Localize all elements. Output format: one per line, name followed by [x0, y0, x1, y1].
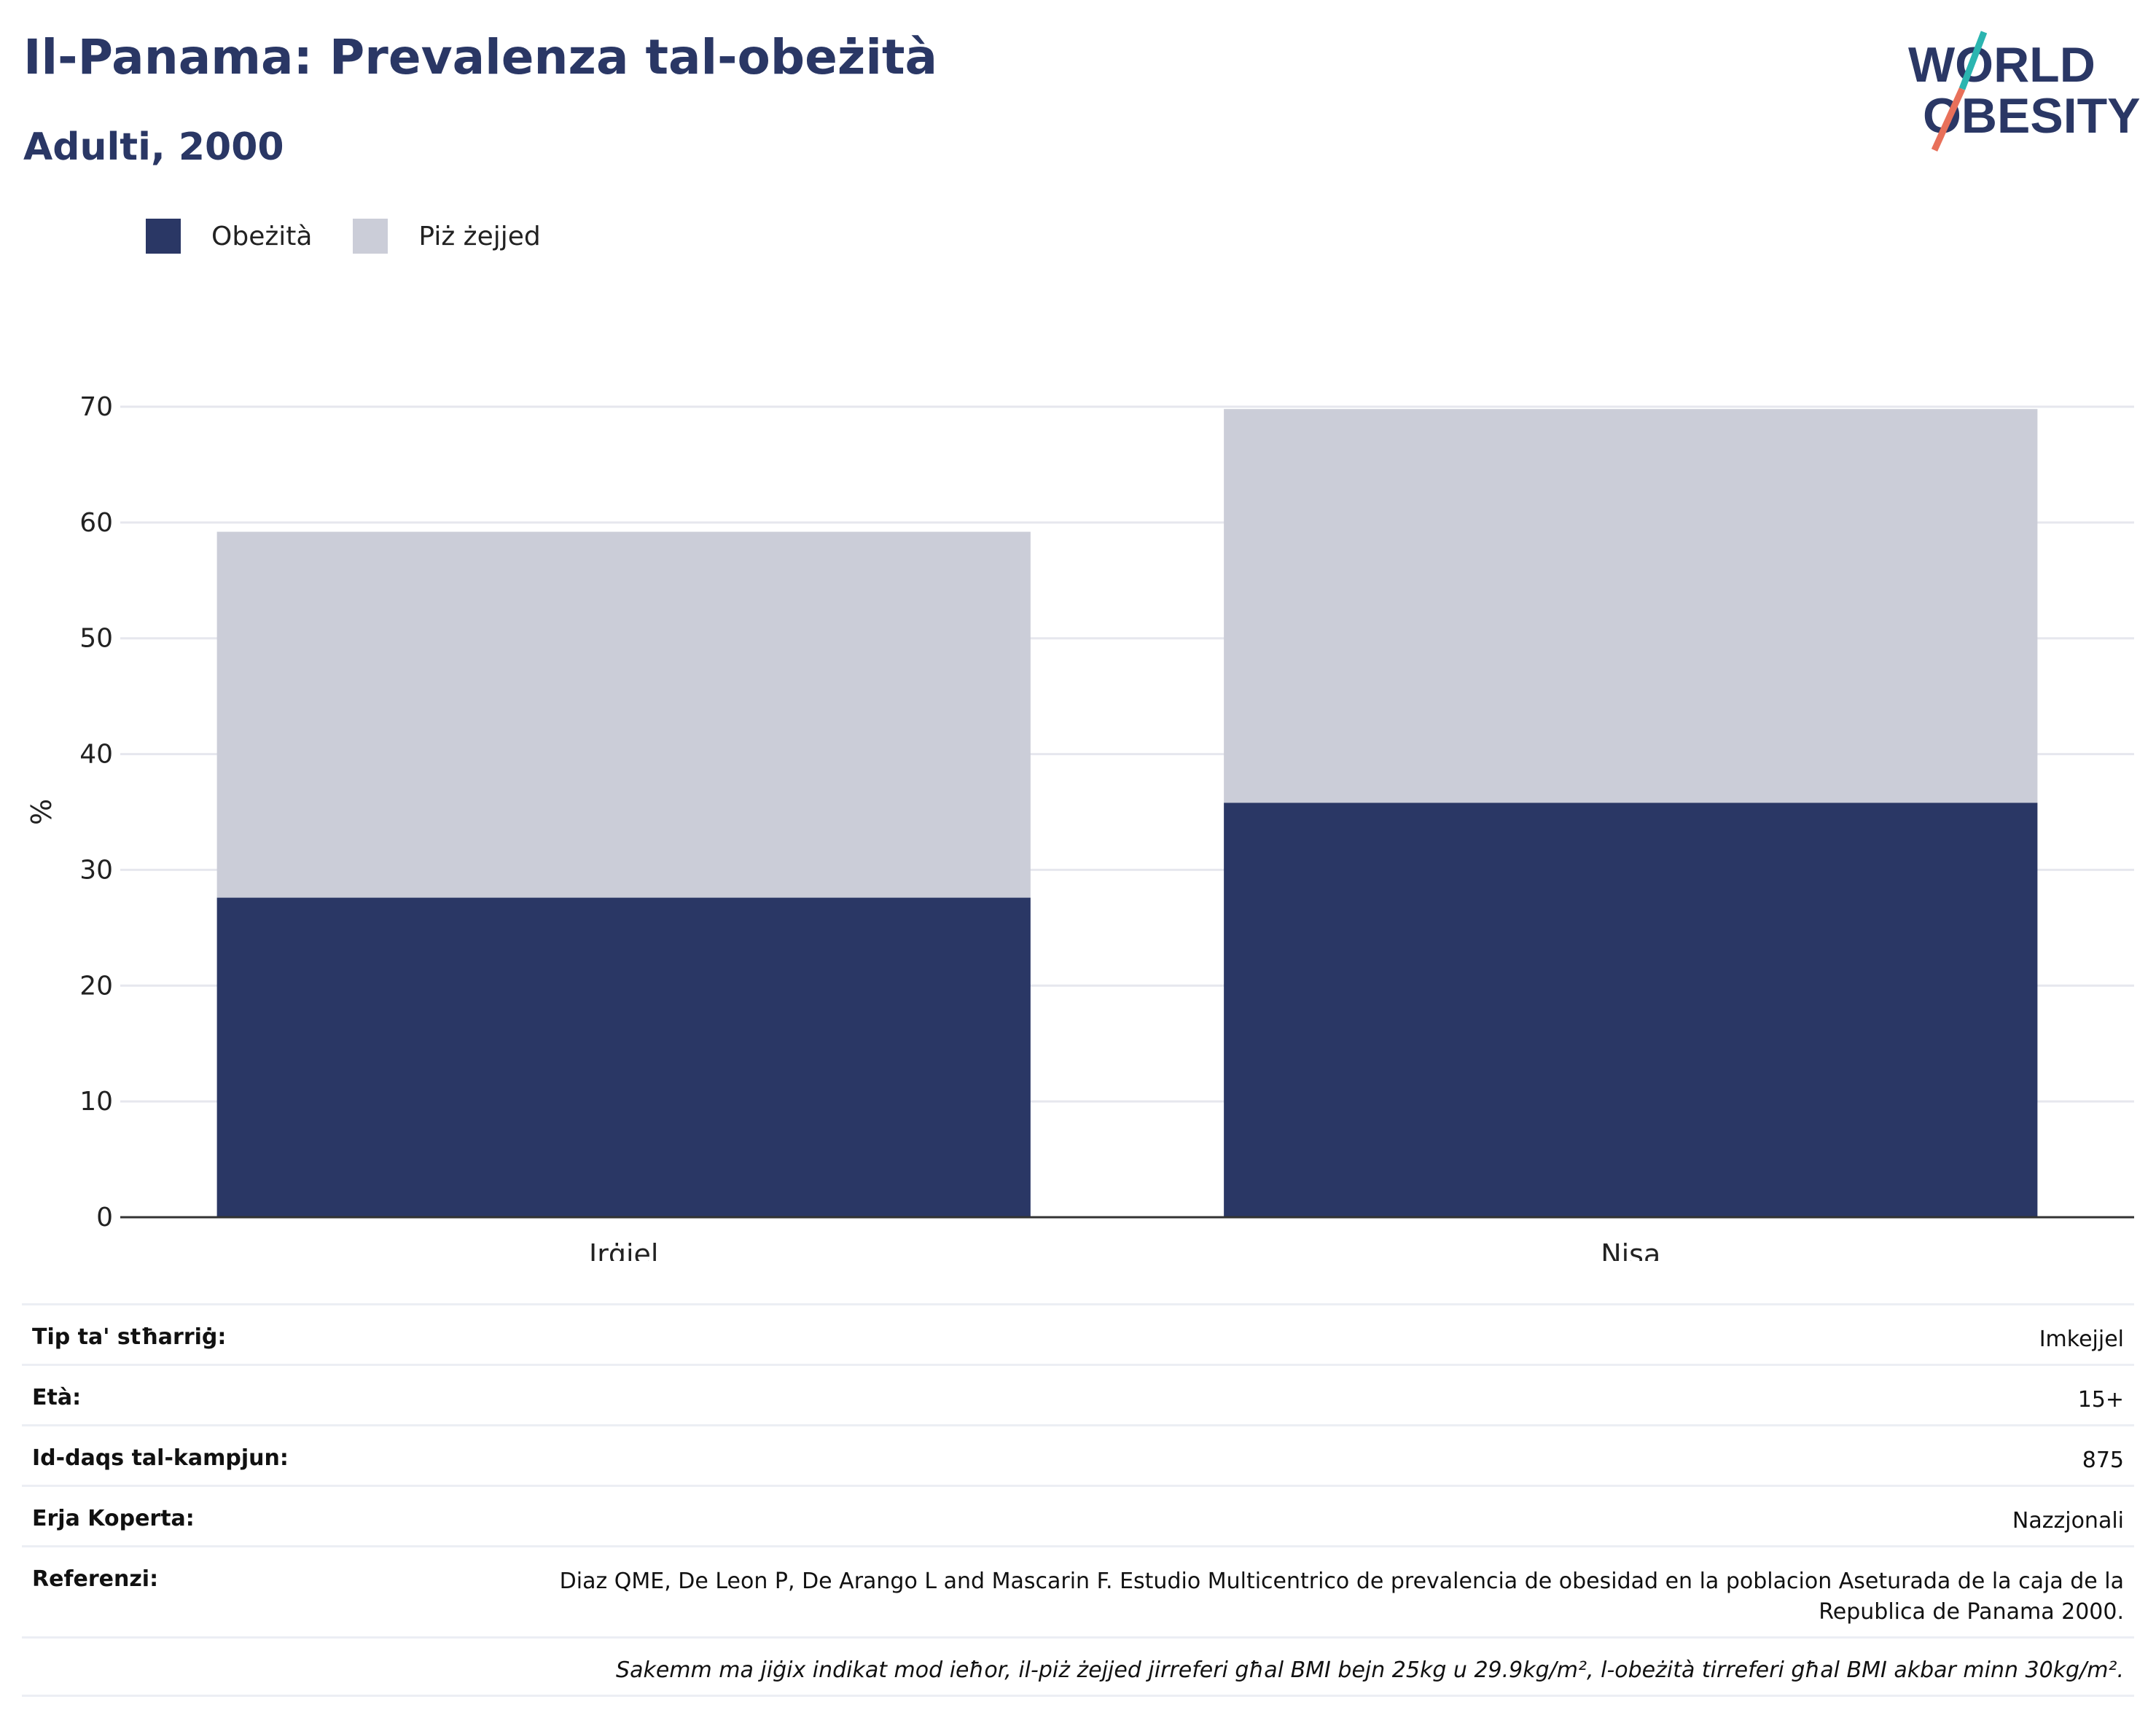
- info-row-survey-type: Tip ta' stħarriġ: Imkejjel: [22, 1303, 2134, 1364]
- y-tick-label: 20: [79, 971, 113, 1001]
- info-label: Id-daqs tal-kampjun:: [32, 1445, 289, 1471]
- y-tick-label: 30: [79, 855, 113, 885]
- logo-slash-top: [1958, 31, 1988, 90]
- y-tick-label: 10: [79, 1087, 113, 1117]
- y-tick-label: 60: [79, 508, 113, 538]
- logo-text-world: WORLD: [1908, 37, 2096, 93]
- y-tick-label: 70: [79, 392, 113, 422]
- info-value: Imkejjel: [2039, 1327, 2124, 1352]
- info-value: Nazzjonali: [2012, 1508, 2124, 1534]
- bar-overweight: [216, 531, 1031, 898]
- page-title: Il-Panama: Prevalenza tal-obeżità: [23, 29, 938, 85]
- bar-chart: 0 10 20 30 40 50 60 70% Irġiel Nisa: [26, 392, 2134, 1261]
- info-value: Diaz QME, De Leon P, De Arango L and Mas…: [559, 1569, 2124, 1625]
- bar-obesity: [1224, 802, 2038, 1217]
- legend-item-obesity[interactable]: Obeżità: [146, 219, 312, 254]
- x-tick-label: Irġiel: [589, 1238, 658, 1261]
- info-row-references: Referenzi: Diaz QME, De Leon P, De Arang…: [22, 1545, 2134, 1636]
- bar-obesity: [216, 897, 1031, 1217]
- logo-slash-bottom: [1931, 87, 1966, 152]
- y-tick-label: 50: [79, 624, 113, 654]
- legend-label-overweight: Piż żejjed: [418, 221, 541, 251]
- info-value: 875: [2082, 1448, 2124, 1473]
- world-obesity-logo: WORLD OBESITY: [1908, 31, 2141, 152]
- legend-item-overweight[interactable]: Piż żejjed: [353, 219, 541, 254]
- bar-overweight: [1224, 409, 2038, 803]
- page-subtitle: Adulti, 2000: [23, 125, 284, 169]
- info-row-area-covered: Erja Koperta: Nazzjonali: [22, 1485, 2134, 1545]
- info-row-sample-size: Id-daqs tal-kampjun: 875: [22, 1424, 2134, 1485]
- legend-swatch-overweight: [353, 219, 388, 254]
- bmi-definition-note: Sakemm ma jiġix indikat mod ieħor, il-pi…: [22, 1636, 2134, 1697]
- legend-label-obesity: Obeżità: [211, 221, 313, 251]
- info-row-age: Età: 15+: [22, 1364, 2134, 1424]
- legend-swatch-obesity: [146, 219, 181, 254]
- x-tick-label: Nisa: [1601, 1238, 1660, 1261]
- survey-info-table: Tip ta' stħarriġ: Imkejjel Età: 15+ Id-d…: [22, 1303, 2134, 1697]
- y-tick-label: 0: [96, 1203, 113, 1233]
- info-label: Referenzi:: [32, 1566, 159, 1592]
- y-tick-label: 40: [79, 740, 113, 770]
- info-label: Età:: [32, 1385, 82, 1410]
- chart-legend: Obeżità Piż żejjed: [146, 216, 582, 257]
- info-label: Erja Koperta:: [32, 1506, 195, 1531]
- info-value: 15+: [2077, 1387, 2124, 1413]
- info-label: Tip ta' stħarriġ:: [32, 1324, 227, 1350]
- y-axis-label: %: [26, 799, 58, 825]
